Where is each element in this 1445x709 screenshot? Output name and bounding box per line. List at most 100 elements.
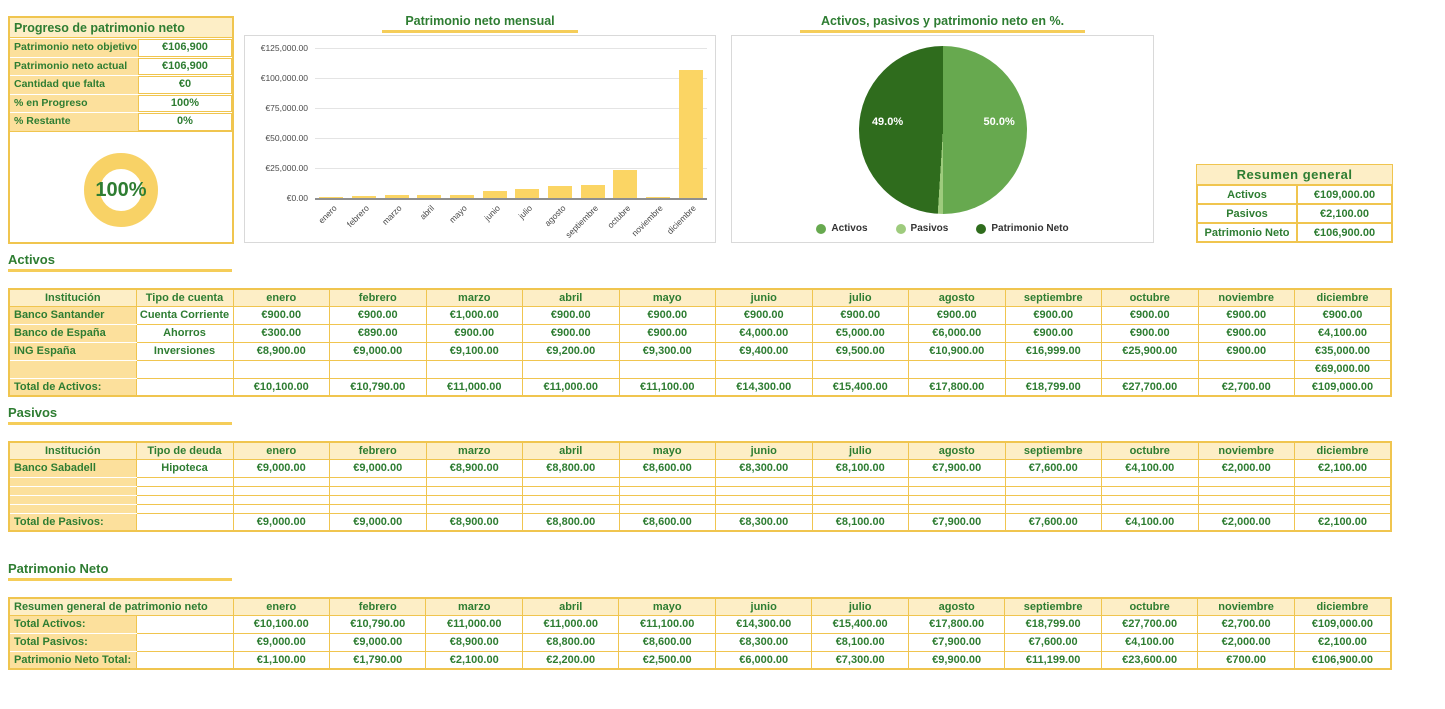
value-cell[interactable] (1004, 485, 1102, 496)
value-cell[interactable]: €25,900.00 (1101, 341, 1199, 361)
row-label-cell[interactable] (8, 503, 137, 514)
value-cell[interactable] (618, 359, 716, 379)
value-cell[interactable]: €16,999.00 (1004, 341, 1102, 361)
row-label-cell[interactable]: ING España (8, 341, 137, 361)
value-cell[interactable]: €11,199.00 (1004, 650, 1102, 670)
progress-row-label[interactable]: Patrimonio neto actual (10, 57, 138, 75)
column-header[interactable]: junio (714, 597, 813, 616)
column-header[interactable]: mayo (618, 597, 716, 616)
column-header[interactable]: julio (811, 597, 909, 616)
column-header[interactable]: marzo (425, 441, 523, 460)
value-cell[interactable]: Ahorros (135, 323, 234, 343)
row-label-cell[interactable] (8, 494, 137, 505)
value-cell[interactable]: €900.00 (232, 305, 330, 325)
value-cell[interactable]: €2,100.00 (1294, 458, 1392, 478)
column-header[interactable]: enero (232, 288, 330, 307)
resumen-row-label[interactable]: Activos (1197, 185, 1297, 204)
value-cell[interactable]: €9,000.00 (232, 632, 331, 652)
value-cell[interactable]: €900.00 (1197, 323, 1295, 343)
value-cell[interactable]: €9,300.00 (618, 341, 716, 361)
value-cell[interactable] (1197, 359, 1295, 379)
column-header[interactable]: enero (232, 441, 330, 460)
value-cell[interactable] (1101, 494, 1199, 505)
value-cell[interactable] (329, 485, 427, 496)
column-header[interactable]: agosto (907, 597, 1006, 616)
value-cell[interactable]: €8,100.00 (811, 458, 909, 478)
value-cell[interactable] (1101, 485, 1199, 496)
value-cell[interactable]: €7,600.00 (1004, 512, 1102, 532)
value-cell[interactable] (425, 476, 523, 487)
value-cell[interactable] (618, 503, 716, 514)
value-cell[interactable] (908, 476, 1006, 487)
value-cell[interactable] (1197, 476, 1295, 487)
value-cell[interactable]: €900.00 (618, 323, 716, 343)
value-cell[interactable] (715, 485, 813, 496)
value-cell[interactable] (425, 485, 523, 496)
value-cell[interactable] (811, 494, 909, 505)
column-header[interactable]: febrero (329, 288, 427, 307)
value-cell[interactable]: €9,500.00 (811, 341, 909, 361)
column-header[interactable]: diciembre (1294, 441, 1392, 460)
value-cell[interactable]: €11,000.00 (425, 614, 523, 634)
column-header[interactable]: julio (811, 288, 909, 307)
value-cell[interactable] (522, 494, 620, 505)
value-cell[interactable]: €6,000.00 (908, 323, 1006, 343)
progress-row-label[interactable]: % Restante (10, 113, 138, 131)
value-cell[interactable]: €900.00 (908, 305, 1006, 325)
column-header[interactable]: mayo (618, 288, 716, 307)
value-cell[interactable]: €2,100.00 (1294, 512, 1392, 532)
value-cell[interactable]: €23,600.00 (1100, 650, 1199, 670)
value-cell[interactable] (1197, 485, 1295, 496)
value-cell[interactable]: €7,300.00 (811, 650, 909, 670)
value-cell[interactable]: €11,000.00 (521, 614, 620, 634)
value-cell[interactable] (135, 377, 234, 397)
value-cell[interactable]: €900.00 (522, 323, 620, 343)
value-cell[interactable] (135, 650, 234, 670)
value-cell[interactable] (329, 359, 427, 379)
value-cell[interactable]: €11,100.00 (618, 377, 716, 397)
resumen-row-value[interactable]: €106,900.00 (1297, 223, 1392, 242)
value-cell[interactable]: €9,000.00 (232, 512, 330, 532)
column-header[interactable]: febrero (328, 597, 427, 616)
value-cell[interactable]: €7,600.00 (1004, 632, 1102, 652)
column-header[interactable]: noviembre (1197, 597, 1295, 616)
value-cell[interactable]: €2,700.00 (1197, 614, 1295, 634)
value-cell[interactable] (232, 485, 330, 496)
value-cell[interactable] (1101, 476, 1199, 487)
row-label-cell[interactable]: Total de Pasivos: (8, 512, 137, 532)
value-cell[interactable]: €9,900.00 (907, 650, 1006, 670)
column-header[interactable]: Institución (8, 441, 137, 460)
value-cell[interactable] (1004, 476, 1102, 487)
value-cell[interactable]: €11,000.00 (522, 377, 620, 397)
value-cell[interactable]: €1,790.00 (328, 650, 427, 670)
value-cell[interactable] (1004, 503, 1102, 514)
value-cell[interactable] (811, 476, 909, 487)
progress-row-label[interactable]: Patrimonio neto objetivo (10, 39, 138, 57)
bar-chart[interactable]: €0.00 €25,000.00 €50,000.00 €75,000.00 €100,… (244, 35, 716, 243)
value-cell[interactable]: €7,900.00 (907, 632, 1006, 652)
value-cell[interactable]: €69,000.00 (1294, 359, 1392, 379)
value-cell[interactable] (329, 494, 427, 505)
value-cell[interactable]: €10,900.00 (908, 341, 1006, 361)
column-header[interactable]: abril (521, 597, 620, 616)
value-cell[interactable]: €4,100.00 (1100, 632, 1199, 652)
value-cell[interactable]: €8,100.00 (811, 632, 909, 652)
value-cell[interactable]: €27,700.00 (1101, 377, 1199, 397)
value-cell[interactable]: €900.00 (1197, 305, 1295, 325)
value-cell[interactable]: €10,100.00 (232, 377, 330, 397)
column-header[interactable]: octubre (1101, 288, 1199, 307)
donut-chart[interactable]: 100% (84, 153, 158, 227)
resumen-row-label[interactable]: Patrimonio Neto (1197, 223, 1297, 242)
value-cell[interactable] (135, 512, 234, 532)
value-cell[interactable]: €14,300.00 (715, 377, 813, 397)
column-header[interactable]: abril (522, 288, 620, 307)
value-cell[interactable]: €17,800.00 (908, 377, 1006, 397)
value-cell[interactable]: €9,200.00 (522, 341, 620, 361)
value-cell[interactable]: €8,100.00 (811, 512, 909, 532)
value-cell[interactable]: €106,900.00 (1293, 650, 1392, 670)
value-cell[interactable]: €8,600.00 (618, 512, 716, 532)
row-label-cell[interactable] (8, 359, 137, 379)
value-cell[interactable]: €4,000.00 (715, 323, 813, 343)
value-cell[interactable]: €8,800.00 (521, 632, 620, 652)
row-label-cell[interactable] (8, 485, 137, 496)
